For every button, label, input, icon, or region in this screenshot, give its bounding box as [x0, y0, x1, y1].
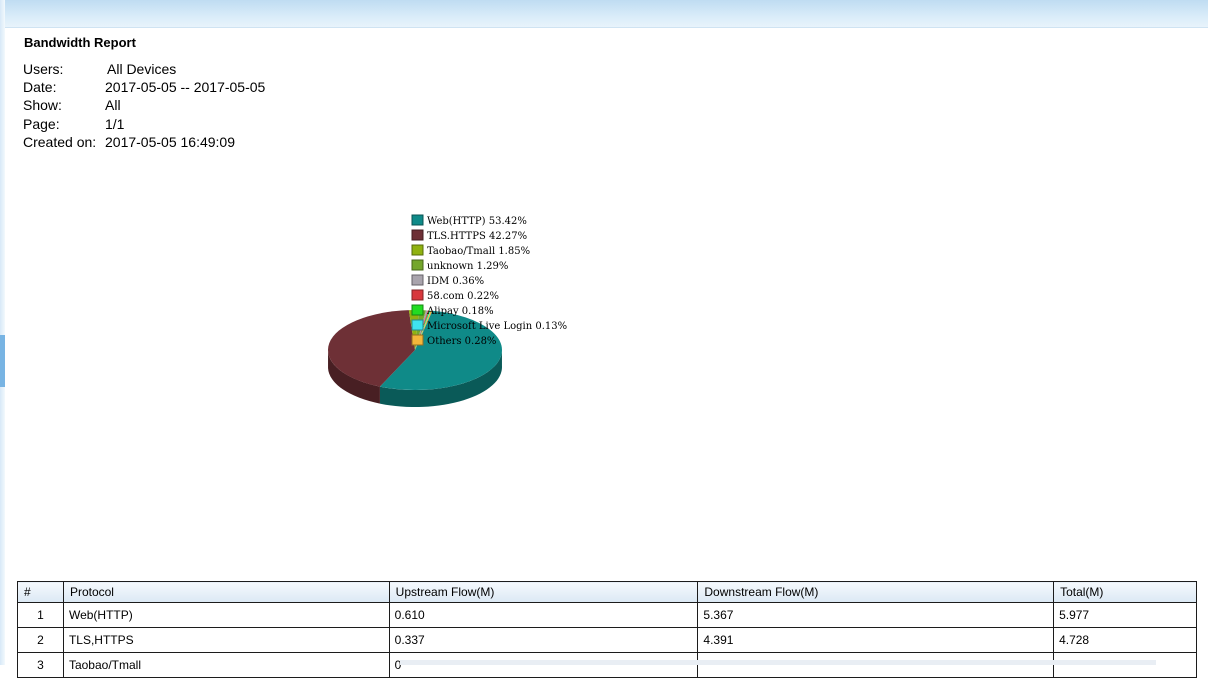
- cell-protocol: Web(HTTP): [62, 602, 390, 628]
- legend-label: unknown 1.29%: [427, 261, 508, 272]
- cell-downstream: 4.391: [697, 627, 1055, 653]
- cell-upstream: 0.337: [388, 627, 699, 653]
- meta-label: Users:: [23, 61, 64, 77]
- cell-protocol: TLS,HTTPS: [62, 627, 390, 653]
- legend-swatch: [411, 319, 424, 331]
- col-header-upstream[interactable]: Upstream Flow(M): [388, 581, 699, 603]
- report-title: Bandwidth Report: [24, 35, 136, 50]
- pie-slice-0[interactable]: [379, 310, 502, 390]
- legend-swatch: [411, 229, 424, 241]
- col-header-index[interactable]: #: [17, 581, 64, 603]
- legend-label: Microsoft Live Login 0.13%: [427, 321, 567, 332]
- table-row: 3 Taobao/Tmall 0: [17, 652, 1197, 678]
- meta-value: All Devices: [107, 61, 177, 77]
- pie-slice-side: [379, 348, 502, 408]
- cell-upstream: 0.610: [388, 602, 699, 628]
- legend-swatch: [411, 244, 424, 256]
- meta-value: 2017-05-05 16:49:09: [105, 134, 235, 150]
- legend-label: Others 0.28%: [427, 336, 496, 347]
- cell-total: 4.728: [1053, 627, 1197, 653]
- legend-swatch: [411, 334, 424, 346]
- legend-label: TLS.HTTPS 42.27%: [427, 231, 527, 242]
- cell-index: 1: [17, 602, 64, 628]
- col-header-downstream[interactable]: Downstream Flow(M): [697, 581, 1055, 603]
- cell-index: 3: [17, 652, 64, 678]
- meta-value: 1/1: [105, 116, 125, 132]
- cell-index: 2: [17, 627, 64, 653]
- meta-value: All: [105, 97, 121, 113]
- table-header-row: # Protocol Upstream Flow(M) Downstream F…: [17, 581, 1197, 603]
- cell-downstream: 5.367: [697, 602, 1055, 628]
- legend-swatch: [411, 289, 424, 301]
- legend-swatch: [411, 304, 424, 316]
- legend-label: 58.com 0.22%: [427, 291, 499, 302]
- legend-label: Taobao/Tmall 1.85%: [427, 246, 530, 257]
- legend-label: IDM 0.36%: [427, 276, 484, 287]
- legend-swatch: [411, 214, 424, 226]
- horizontal-scrollbar[interactable]: [400, 660, 1156, 665]
- cell-upstream: 0: [388, 652, 699, 678]
- cell-protocol: Taobao/Tmall: [62, 652, 390, 678]
- legend-swatch: [411, 274, 424, 286]
- meta-label: Page:: [23, 116, 60, 132]
- col-header-protocol[interactable]: Protocol: [62, 581, 390, 603]
- pie-slice-side: [328, 351, 380, 404]
- col-header-total[interactable]: Total(M): [1053, 581, 1197, 603]
- cell-downstream: [697, 652, 1055, 678]
- legend-label: Alipay 0.18%: [426, 306, 494, 317]
- left-frame-edge: [0, 0, 5, 665]
- meta-label: Date:: [23, 79, 57, 95]
- legend-swatch: [411, 259, 424, 271]
- meta-value: 2017-05-05 -- 2017-05-05: [105, 79, 266, 95]
- cell-total: [1053, 652, 1197, 678]
- table-row: 2 TLS,HTTPS 0.337 4.391 4.728: [17, 627, 1197, 653]
- legend-label: Web(HTTP) 53.42%: [427, 216, 527, 227]
- meta-label: Created on:: [23, 134, 97, 150]
- top-banner: [0, 0, 1208, 28]
- pie-legend: Web(HTTP) 53.42% TLS.HTTPS 42.27% Taobao/T…: [411, 214, 567, 347]
- table-row: 1 Web(HTTP) 0.610 5.367 5.977: [17, 602, 1197, 628]
- cell-total: 5.977: [1053, 602, 1197, 628]
- pie-slice-1[interactable]: [327, 310, 415, 387]
- meta-label: Show:: [23, 97, 62, 113]
- sidebar-collapse-handle[interactable]: [0, 335, 5, 387]
